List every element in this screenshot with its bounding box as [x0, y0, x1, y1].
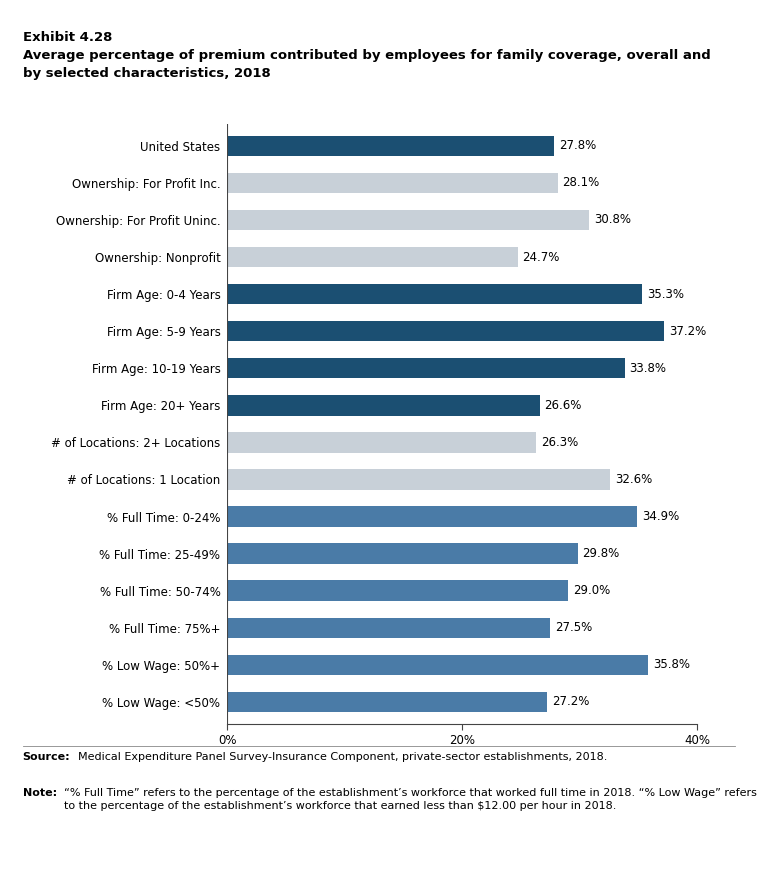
Bar	[227, 395, 540, 416]
Bar	[227, 321, 665, 342]
Text: 26.6%: 26.6%	[544, 399, 582, 411]
Text: 27.2%: 27.2%	[552, 695, 589, 708]
Text: 29.0%: 29.0%	[573, 585, 610, 597]
Text: Average percentage of premium contributed by employees for family coverage, over: Average percentage of premium contribute…	[23, 49, 710, 79]
Text: 26.3%: 26.3%	[541, 436, 578, 449]
Text: 37.2%: 37.2%	[669, 325, 706, 337]
Bar	[227, 469, 610, 490]
Text: 27.8%: 27.8%	[559, 140, 596, 153]
Bar	[227, 617, 550, 638]
Text: 35.8%: 35.8%	[653, 658, 690, 671]
Text: Note:: Note:	[23, 788, 57, 797]
Text: 30.8%: 30.8%	[594, 214, 631, 226]
Bar	[227, 358, 625, 379]
Text: Exhibit 4.28: Exhibit 4.28	[23, 31, 112, 44]
Bar	[227, 173, 558, 193]
Bar	[227, 580, 568, 600]
Text: 35.3%: 35.3%	[647, 288, 684, 300]
Bar	[227, 136, 554, 156]
Bar	[227, 543, 578, 563]
Text: 32.6%: 32.6%	[615, 473, 653, 486]
Bar	[227, 247, 518, 268]
Text: 33.8%: 33.8%	[629, 362, 666, 374]
Text: 29.8%: 29.8%	[582, 547, 619, 560]
Text: 24.7%: 24.7%	[522, 251, 559, 263]
Text: “% Full Time” refers to the percentage of the establishment’s workforce that wor: “% Full Time” refers to the percentage o…	[64, 788, 757, 811]
Bar	[227, 432, 537, 453]
Bar	[227, 654, 648, 675]
Bar	[227, 691, 547, 712]
Text: 27.5%: 27.5%	[555, 622, 593, 634]
Text: Medical Expenditure Panel Survey-Insurance Component, private-sector establishme: Medical Expenditure Panel Survey-Insuran…	[78, 752, 607, 762]
Bar	[227, 506, 637, 526]
Bar	[227, 284, 642, 305]
Text: 28.1%: 28.1%	[562, 177, 600, 190]
Bar	[227, 210, 589, 230]
Text: Source:: Source:	[23, 752, 70, 762]
Text: 34.9%: 34.9%	[642, 510, 679, 523]
